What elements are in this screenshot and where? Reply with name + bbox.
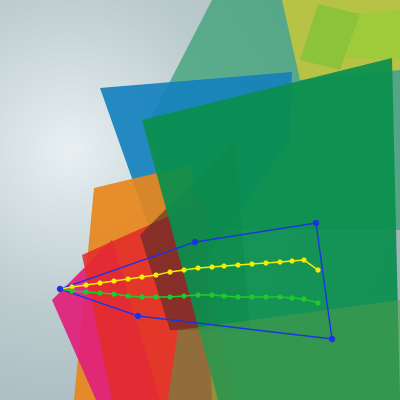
yellow-track-point[interactable] (263, 260, 269, 266)
green-track-point[interactable] (153, 294, 159, 300)
green-track-point[interactable] (277, 294, 283, 300)
vertex-marker[interactable] (312, 219, 320, 227)
outline-vertices (56, 219, 336, 343)
yellow-track-point[interactable] (315, 267, 321, 273)
green-track-point[interactable] (209, 292, 215, 298)
green-track-point[interactable] (315, 300, 321, 306)
yellow-track-point[interactable] (83, 282, 89, 288)
yellow-track-point[interactable] (139, 274, 145, 280)
yellow-track-point[interactable] (97, 280, 103, 286)
green-track-point[interactable] (289, 295, 295, 301)
yellow-track-point[interactable] (221, 263, 227, 269)
green-track-point[interactable] (69, 288, 75, 294)
green-track (59, 288, 321, 306)
lime-shape-right (345, 10, 400, 60)
yellow-track-point[interactable] (195, 265, 201, 271)
outline-polygon (57, 222, 333, 340)
lime-shape (300, 4, 360, 70)
green-track-point[interactable] (195, 292, 201, 298)
green-track-point[interactable] (111, 291, 117, 297)
green-track-point[interactable] (139, 294, 145, 300)
green-track-point[interactable] (235, 294, 241, 300)
yellow-track-point[interactable] (69, 284, 75, 290)
olive-shape (168, 300, 400, 400)
yellow-track-point[interactable] (111, 278, 117, 284)
green-track-point[interactable] (263, 294, 269, 300)
green-track-point[interactable] (181, 293, 187, 299)
green-track-point[interactable] (83, 289, 89, 295)
yellow-track (59, 257, 321, 290)
green-track-point[interactable] (249, 294, 255, 300)
green-track-point[interactable] (125, 293, 131, 299)
vertex-marker[interactable] (328, 335, 336, 343)
vertex-marker[interactable] (134, 312, 142, 320)
yellow-track-point[interactable] (181, 267, 187, 273)
green-track-point[interactable] (167, 294, 173, 300)
yellow-track-point[interactable] (209, 264, 215, 270)
green-track-point[interactable] (97, 290, 103, 296)
vertex-marker[interactable] (56, 285, 64, 293)
yellow-track-point[interactable] (249, 261, 255, 267)
yellow-track-point[interactable] (301, 257, 307, 263)
green-track-point[interactable] (301, 296, 307, 302)
yellow-track-point[interactable] (125, 276, 131, 282)
vertex-marker[interactable] (191, 238, 199, 246)
green-track-point[interactable] (221, 293, 227, 299)
yellow-track-point[interactable] (235, 262, 241, 268)
yellow-track-point[interactable] (289, 258, 295, 264)
yellow-track-point[interactable] (277, 259, 283, 265)
yellow-track-point[interactable] (153, 272, 159, 278)
yellow-track-point[interactable] (167, 269, 173, 275)
